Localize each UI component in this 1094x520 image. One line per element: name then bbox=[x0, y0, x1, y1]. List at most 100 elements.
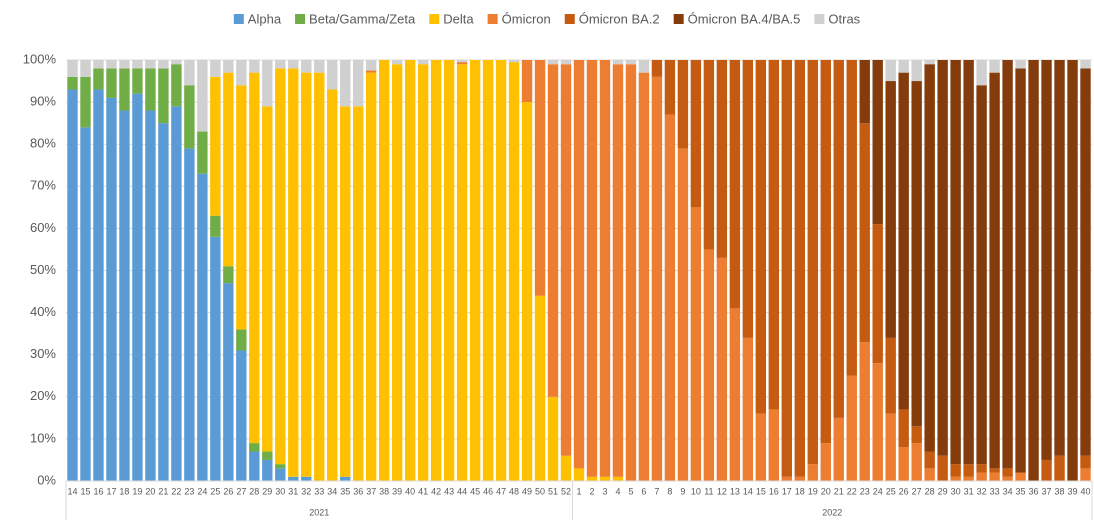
bar-segment bbox=[67, 60, 78, 77]
x-tick-label: 46 bbox=[483, 486, 493, 496]
bar-segment bbox=[963, 476, 974, 481]
bar-segment bbox=[898, 409, 909, 448]
bar-segment bbox=[275, 464, 286, 469]
bar-segment bbox=[210, 76, 221, 216]
bar-segment bbox=[340, 106, 351, 477]
bar-segment bbox=[560, 455, 572, 481]
bar-segment bbox=[158, 123, 169, 482]
bar-segment bbox=[1067, 60, 1078, 481]
x-tick-label: 37 bbox=[1042, 486, 1052, 496]
bar-segment bbox=[937, 455, 948, 481]
bar-segment bbox=[573, 60, 585, 469]
bar-segment bbox=[807, 464, 818, 481]
bar-segment bbox=[898, 60, 909, 73]
bar-segment bbox=[794, 60, 805, 477]
x-tick-label: 31 bbox=[288, 486, 298, 496]
bar-segment bbox=[989, 60, 1000, 73]
x-tick-label: 34 bbox=[327, 486, 337, 496]
x-tick-label: 19 bbox=[808, 486, 818, 496]
bar-segment bbox=[275, 468, 286, 481]
legend-label: Ómicron bbox=[502, 11, 551, 26]
bar-segment bbox=[223, 72, 234, 267]
bar-segment bbox=[716, 257, 728, 481]
bar-segment bbox=[197, 60, 208, 132]
x-tick-label: 3 bbox=[602, 486, 607, 496]
bar-segment bbox=[1054, 455, 1065, 481]
bar-segment bbox=[898, 447, 909, 481]
bar-segment bbox=[93, 68, 104, 90]
x-tick-label: 18 bbox=[119, 486, 129, 496]
bar-segment bbox=[534, 295, 546, 481]
bar-segment bbox=[742, 337, 754, 481]
bar-segment bbox=[950, 476, 961, 481]
bar-segment bbox=[119, 110, 130, 482]
bar-segment bbox=[651, 76, 663, 481]
bar-segment bbox=[417, 60, 429, 65]
bar-segment bbox=[963, 60, 974, 465]
bar-segment bbox=[833, 417, 844, 481]
bar-segment bbox=[924, 451, 935, 469]
x-tick-label: 49 bbox=[522, 486, 532, 496]
bar-segment bbox=[301, 476, 312, 481]
x-tick-label: 17 bbox=[106, 486, 116, 496]
bar-segment bbox=[184, 85, 195, 149]
legend-label: Ómicron BA.4/BA.5 bbox=[688, 11, 801, 26]
bar-segment bbox=[301, 60, 312, 73]
bar-segment bbox=[249, 60, 260, 73]
legend-swatch bbox=[487, 14, 498, 24]
bar-segment bbox=[236, 60, 247, 86]
x-tick-label: 5 bbox=[628, 486, 633, 496]
bar-segment bbox=[976, 464, 987, 473]
bar-segment bbox=[404, 60, 416, 481]
bar-segment bbox=[301, 72, 312, 477]
bar-segment bbox=[937, 60, 948, 456]
bar-segment bbox=[599, 60, 611, 477]
bar-segment bbox=[911, 443, 922, 481]
bar-segment bbox=[366, 72, 377, 481]
bar-segment bbox=[262, 451, 273, 460]
bar-segment bbox=[340, 60, 351, 107]
bar-segment bbox=[612, 64, 624, 477]
group-label: 2021 bbox=[309, 507, 329, 517]
x-tick-label: 23 bbox=[860, 486, 870, 496]
bar-segment bbox=[1015, 472, 1026, 481]
legend-swatch bbox=[564, 14, 575, 24]
x-tick-label: 36 bbox=[353, 486, 363, 496]
bar-segment bbox=[820, 443, 831, 481]
x-tick-label: 14 bbox=[67, 486, 77, 496]
bar-segment bbox=[1002, 476, 1013, 481]
x-tick-label: 47 bbox=[496, 486, 506, 496]
x-tick-label: 15 bbox=[756, 486, 766, 496]
bar-segment bbox=[560, 64, 572, 456]
x-tick-label: 18 bbox=[795, 486, 805, 496]
bar-segment bbox=[547, 64, 559, 397]
bar-segment bbox=[521, 60, 533, 103]
y-tick-label: 40% bbox=[30, 304, 56, 319]
bar-segment bbox=[859, 60, 870, 124]
bar-segment bbox=[1054, 60, 1065, 456]
x-tick-label: 13 bbox=[730, 486, 740, 496]
bar-segment bbox=[950, 464, 961, 477]
bar-segment bbox=[417, 64, 429, 482]
bar-segment bbox=[664, 60, 676, 115]
bar-segment bbox=[378, 60, 390, 481]
bar-segment bbox=[67, 76, 78, 90]
group-label: 2022 bbox=[822, 507, 842, 517]
bar-segment bbox=[716, 60, 728, 258]
bar-segment bbox=[690, 207, 702, 481]
bar-segment bbox=[976, 472, 987, 481]
x-tick-label: 40 bbox=[1080, 486, 1090, 496]
bar-segment bbox=[327, 60, 338, 90]
bar-segment bbox=[976, 85, 987, 465]
x-tick-label: 16 bbox=[93, 486, 103, 496]
bar-segment bbox=[677, 148, 689, 481]
bar-segment bbox=[80, 76, 91, 128]
bar-segment bbox=[950, 60, 961, 465]
bar-segment bbox=[236, 85, 247, 330]
bar-segment bbox=[171, 106, 182, 481]
x-tick-label: 51 bbox=[548, 486, 558, 496]
bar-segment bbox=[989, 472, 1000, 481]
x-tick-label: 34 bbox=[1003, 486, 1013, 496]
bar-segment bbox=[989, 72, 1000, 469]
bar-segment bbox=[625, 64, 637, 482]
